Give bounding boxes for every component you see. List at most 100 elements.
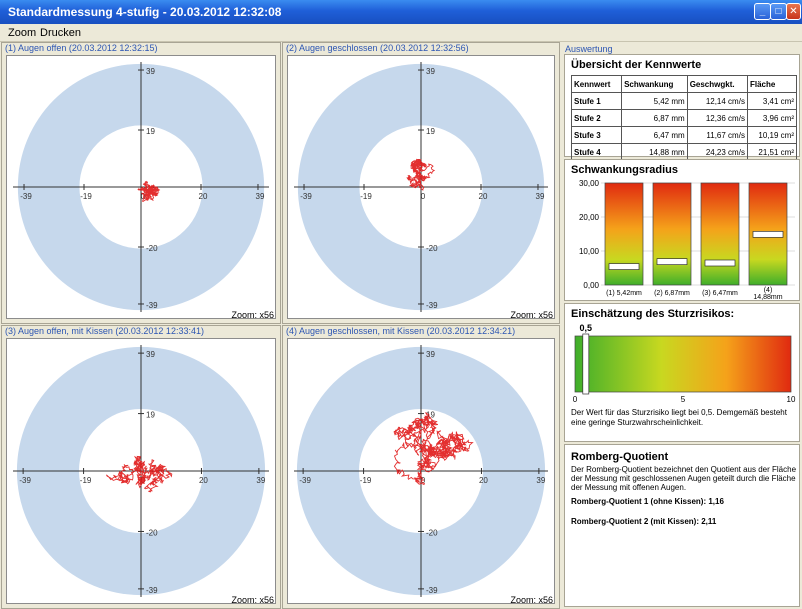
risk-gauge: 0,5 0 5 10 bbox=[573, 323, 796, 404]
y-tick-label: 30,00 bbox=[579, 179, 600, 188]
plot-panel-3: (3) Augen offen, mit Kissen (20.03.2012 … bbox=[1, 325, 281, 609]
sway-trace bbox=[106, 455, 173, 493]
stabilogram[interactable]: -39 -19 0 20 39 39 19 -20 -39 bbox=[287, 338, 555, 604]
x-tick-label: -39 bbox=[300, 192, 312, 201]
radius-marker bbox=[704, 259, 736, 267]
evaluation-header: Auswertung bbox=[565, 44, 613, 54]
plot-panel-4: (4) Augen geschlossen, mit Kissen (20.03… bbox=[282, 325, 560, 609]
y-tick-label: -20 bbox=[146, 528, 158, 537]
radius-box: Schwankungsradius 30,00 20,00 10,00 0,00 (1)… bbox=[564, 159, 800, 301]
table-cell: 24,23 cm/s bbox=[686, 143, 748, 161]
risk-title: Einschätzung des Sturzrisikos: bbox=[571, 308, 735, 320]
y-tick-label: 20,00 bbox=[579, 213, 600, 222]
table-cell: 12,36 cm/s bbox=[686, 109, 748, 127]
sway-trace bbox=[406, 158, 436, 191]
risk-tick-label: 0 bbox=[573, 395, 578, 404]
radius-marker bbox=[656, 258, 688, 265]
radius-marker bbox=[752, 231, 784, 238]
table-row: Stufe 3 6,47 mm 11,67 cm/s 10,19 cm² bbox=[570, 126, 798, 144]
romberg-text: Der Romberg-Quotient bezeichnet den Quot… bbox=[571, 465, 797, 492]
window-title: Standardmessung 4-stufig - 20.03.2012 12… bbox=[8, 5, 282, 19]
table-cell: 3,41 cm² bbox=[746, 92, 798, 110]
close-button[interactable]: ✕ bbox=[786, 3, 801, 20]
minimize-button[interactable]: _ bbox=[754, 3, 771, 20]
x-tick-label: -39 bbox=[19, 476, 31, 485]
plot-panel-1: (1) Augen offen (20.03.2012 12:32:15) -3… bbox=[1, 42, 281, 324]
x-tick-label: -19 bbox=[80, 476, 92, 485]
x-tick-label: 20 bbox=[199, 192, 208, 201]
x-tick-label: 0 bbox=[421, 192, 426, 201]
y-tick-label: -20 bbox=[426, 244, 438, 253]
table-cell: 10,19 cm² bbox=[746, 126, 798, 144]
table-header: Geschwgkt. bbox=[686, 75, 748, 93]
y-tick-label: 39 bbox=[146, 350, 155, 359]
romberg-q1: Romberg-Quotient 1 (ohne Kissen): 1,16 bbox=[571, 497, 724, 506]
table-row: Stufe 2 6,87 mm 12,36 cm/s 3,96 cm² bbox=[570, 109, 798, 127]
x-tick-label: 39 bbox=[536, 192, 545, 201]
risk-tick-label: 5 bbox=[681, 395, 686, 404]
table-header: Fläche bbox=[746, 75, 798, 93]
zoom-label: Zoom: x56 bbox=[510, 310, 553, 320]
sway-trace bbox=[137, 180, 161, 203]
stabilogram[interactable]: -39 -19 0 20 39 39 19 -20 -39 bbox=[6, 55, 276, 319]
x-tick-label: -19 bbox=[360, 476, 372, 485]
bar-label: 14,88mm bbox=[753, 294, 782, 301]
x-tick-label: 20 bbox=[479, 192, 488, 201]
table-cell: Stufe 4 bbox=[570, 143, 623, 161]
risk-tick-label: 10 bbox=[787, 395, 796, 404]
radius-title: Schwankungsradius bbox=[571, 164, 678, 176]
y-tick-label: 19 bbox=[146, 411, 155, 420]
y-tick-label: -20 bbox=[146, 244, 158, 253]
table-cell: 6,87 mm bbox=[621, 109, 688, 127]
sway-trace bbox=[393, 412, 474, 486]
bar-label: (4) bbox=[764, 287, 773, 294]
y-tick-label: -39 bbox=[146, 301, 158, 310]
overview-table: Kennwert Schwankung Geschwgkt. Fläche St… bbox=[570, 75, 798, 161]
y-tick-label: -39 bbox=[426, 586, 438, 595]
risk-scale bbox=[574, 335, 792, 393]
title-bar: Standardmessung 4-stufig - 20.03.2012 12… bbox=[0, 0, 802, 24]
menu-bar: Zoom Drucken bbox=[0, 24, 802, 42]
radius-bar bbox=[700, 182, 740, 286]
radius-bar bbox=[652, 182, 692, 286]
x-tick-label: -39 bbox=[20, 192, 32, 201]
y-tick-label: 39 bbox=[426, 67, 435, 76]
x-tick-label: -39 bbox=[299, 476, 311, 485]
x-tick-label: -19 bbox=[80, 192, 92, 201]
table-cell: 14,88 mm bbox=[621, 143, 688, 161]
y-tick-label: 39 bbox=[146, 67, 155, 76]
close-icon: ✕ bbox=[789, 6, 798, 17]
table-cell: Stufe 1 bbox=[570, 92, 623, 110]
table-cell: Stufe 2 bbox=[570, 109, 623, 127]
risk-text: Der Wert für das Sturzrisiko liegt bei 0… bbox=[571, 408, 787, 427]
menu-item-drucken[interactable]: Drucken bbox=[40, 27, 81, 39]
plot-header: (2) Augen geschlossen (20.03.2012 12:32:… bbox=[286, 43, 469, 53]
overview-title: Übersicht der Kennwerte bbox=[571, 59, 702, 71]
y-tick-label: -39 bbox=[146, 586, 158, 595]
romberg-q2: Romberg-Quotient 2 (mit Kissen): 2,11 bbox=[571, 517, 717, 526]
table-row: Stufe 1 5,42 mm 12,14 cm/s 3,41 cm² bbox=[570, 92, 798, 110]
stabilogram[interactable]: -39 -19 0 20 39 39 19 -20 -39 bbox=[6, 338, 276, 604]
menu-item-zoom[interactable]: Zoom bbox=[8, 27, 37, 39]
maximize-button[interactable]: □ bbox=[770, 3, 787, 20]
table-cell: 12,14 cm/s bbox=[686, 92, 748, 110]
zoom-label: Zoom: x56 bbox=[510, 595, 553, 605]
y-tick-label: 0,00 bbox=[583, 281, 599, 290]
table-cell: 21,51 cm² bbox=[746, 143, 798, 161]
y-tick-label: -39 bbox=[426, 301, 438, 310]
table-header: Schwankung bbox=[621, 75, 688, 93]
y-tick-label: 19 bbox=[426, 127, 435, 136]
x-tick-label: 39 bbox=[536, 476, 545, 485]
table-cell: Stufe 3 bbox=[570, 126, 623, 144]
x-tick-label: 39 bbox=[256, 476, 265, 485]
stabilogram[interactable]: -39 -19 0 20 39 39 19 -20 -39 bbox=[287, 55, 555, 319]
table-cell: 3,96 cm² bbox=[746, 109, 798, 127]
plot-header: (4) Augen geschlossen, mit Kissen (20.03… bbox=[286, 326, 516, 336]
table-cell: 11,67 cm/s bbox=[686, 126, 748, 144]
table-header: Kennwert bbox=[570, 75, 623, 93]
